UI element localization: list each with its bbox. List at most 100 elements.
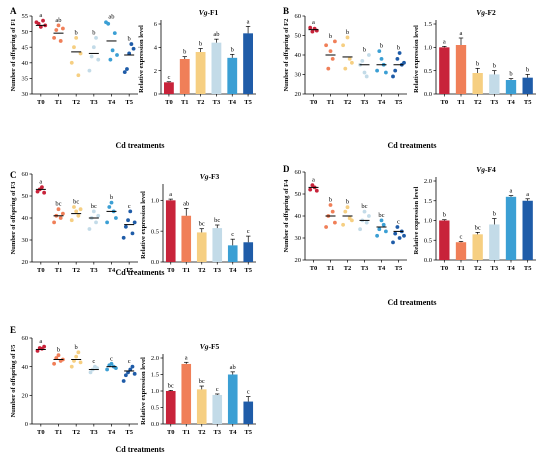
bar [455, 45, 467, 94]
data-point [397, 51, 402, 55]
panel-c: C 20 30 40 50 60 Number of offspring of F3 T0 a T… [10, 170, 256, 277]
significance-label: c [128, 358, 131, 365]
x-tick-label: T4 [229, 267, 237, 274]
bar-chart: 0.0 0.5 1.0 Relative expression level Vg-F3 a… [140, 172, 256, 274]
data-point [69, 218, 74, 223]
y-tick-label: 40 [295, 52, 302, 59]
data-point [379, 57, 384, 61]
significance-label: a [39, 179, 42, 186]
panel-label: D [283, 164, 290, 174]
bar [165, 391, 176, 424]
data-point [379, 218, 384, 223]
data-point [76, 73, 81, 78]
data-point [78, 207, 83, 212]
data-point [341, 43, 345, 48]
x-tick-label: T3 [491, 265, 499, 272]
x-tick-label: T4 [108, 99, 116, 106]
data-point [347, 57, 352, 61]
significance-label: a [312, 19, 315, 26]
x-tick-label: T3 [90, 429, 98, 436]
y-tick-label: 1.0 [151, 388, 159, 395]
data-point [330, 57, 335, 61]
chart-title-suffix: -F1 [207, 8, 218, 17]
x-tick-label: T3 [213, 429, 221, 436]
significance-label: bc [361, 203, 367, 210]
chart-title: Vg-F4 [476, 165, 496, 174]
y-tick-label: 55 [22, 13, 29, 20]
significance-label: a [443, 38, 446, 45]
chart-title-suffix: -F4 [485, 165, 496, 174]
data-point [54, 28, 59, 32]
panel-label: C [10, 170, 17, 180]
x-tick-label: T2 [198, 267, 206, 274]
data-point [38, 25, 43, 29]
y-tick-label: 0.0 [424, 257, 432, 264]
significance-label: b [128, 36, 131, 43]
data-point [87, 68, 92, 73]
significance-label: bc [73, 199, 79, 206]
significance-label: a [510, 188, 513, 195]
significance-label: c [247, 228, 250, 235]
x-tick-label: T1 [327, 265, 335, 272]
x-axis-title: Cd treatments [116, 268, 165, 277]
data-point [94, 220, 98, 225]
data-point [112, 31, 117, 36]
x-tick-label: T2 [198, 429, 206, 436]
data-point [109, 361, 114, 366]
y-tick-label: 0.5 [151, 405, 159, 412]
data-point [41, 18, 45, 23]
significance-label: b [397, 45, 400, 52]
x-tick-label: T1 [457, 265, 465, 272]
data-point [78, 360, 83, 365]
data-point [350, 218, 354, 223]
x-tick-label: T2 [197, 99, 205, 106]
data-point [56, 207, 61, 212]
significance-label: bc [214, 217, 220, 224]
significance-label: a [247, 18, 250, 25]
x-tick-label: T0 [167, 267, 175, 274]
y-tick-label: 2 [154, 68, 157, 75]
bar [227, 374, 238, 424]
data-point [360, 58, 365, 63]
x-tick-label: T5 [395, 99, 403, 106]
y-axis-label: Relative expression level [413, 25, 420, 93]
y-tick-label: 60 [22, 171, 29, 178]
bar [227, 57, 238, 94]
y-tick-label: 1.0 [151, 198, 159, 205]
x-tick-label: T1 [55, 99, 63, 106]
y-axis-label: Number of offspring of F5 [10, 344, 17, 418]
chart-title: Vg-F3 [200, 172, 220, 181]
data-point [308, 187, 313, 192]
data-point [343, 209, 348, 214]
chart-title-gene: Vg [476, 165, 485, 174]
data-point [114, 216, 118, 220]
y-tick-label: 30 [22, 91, 29, 98]
y-tick-label: 60 [295, 169, 302, 176]
significance-label: ab [55, 17, 61, 24]
data-point [397, 236, 402, 240]
significance-label: c [247, 389, 250, 396]
x-tick-label: T0 [310, 99, 318, 106]
significance-label: bc [199, 378, 205, 385]
data-point [328, 49, 333, 53]
x-tick-label: T5 [125, 99, 133, 106]
x-tick-label: T2 [72, 99, 80, 106]
data-point [127, 51, 132, 56]
x-tick-label: T0 [441, 99, 449, 106]
data-point [362, 70, 367, 75]
data-point [36, 21, 41, 26]
x-tick-label: T0 [441, 265, 449, 272]
data-point [42, 190, 47, 195]
data-point [52, 361, 56, 366]
x-tick-label: T5 [524, 99, 532, 106]
data-point [367, 53, 371, 57]
data-point [56, 353, 61, 358]
y-tick-label: 60 [22, 335, 29, 342]
panel-label: E [10, 325, 16, 335]
x-tick-label: T4 [229, 429, 237, 436]
x-tick-label: T3 [361, 99, 369, 106]
significance-label: b [346, 199, 349, 206]
scatter-plot: 0 20 40 60 Number of offspring of F5 T0 a T1 b T2… [10, 335, 138, 436]
significance-label: b [380, 43, 383, 50]
y-tick-label: 1.5 [424, 198, 432, 205]
